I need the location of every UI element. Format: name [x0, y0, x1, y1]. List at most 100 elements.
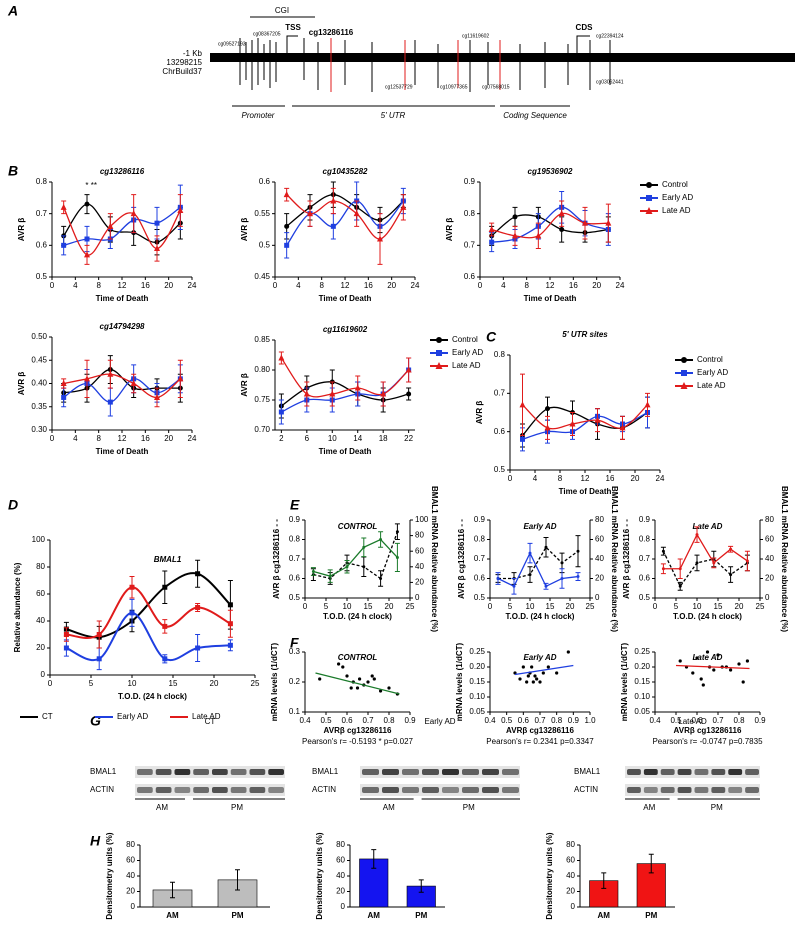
- x-tick-label: 18: [379, 434, 388, 443]
- marker: [661, 567, 665, 571]
- blot-title: Late AD: [678, 717, 707, 726]
- marker: [380, 390, 387, 397]
- x-tick-label: 24: [656, 474, 665, 483]
- y-tick-label: 20: [36, 643, 45, 652]
- marker: [84, 375, 90, 382]
- y-tick-label: 0.20: [634, 662, 650, 671]
- blot-band: [677, 769, 692, 775]
- marker: [329, 390, 336, 397]
- y2-tick-label: 80: [765, 515, 774, 524]
- error-bar: [601, 872, 607, 889]
- x-tick-label: 4: [501, 281, 506, 290]
- x-tick-label: 0.6: [341, 716, 353, 725]
- blot-band: [212, 787, 228, 793]
- stat-note: Pearson's r= -0.5193 * p=0.027: [302, 737, 413, 746]
- x-tick-label: 4: [73, 281, 78, 290]
- marker: [582, 219, 588, 226]
- blot-band: [137, 769, 153, 775]
- x-tick-label: 0: [50, 281, 55, 290]
- y-axis-title: AVR β cg13286116 - -: [622, 519, 631, 599]
- tss-label: TSS: [285, 23, 301, 32]
- blot-title: Early AD: [424, 717, 455, 726]
- point: [379, 689, 383, 693]
- marker: [678, 584, 682, 588]
- scale-label: -1 Kb: [183, 49, 203, 58]
- point: [345, 674, 349, 678]
- x-tick-label: 4: [296, 281, 301, 290]
- y2-tick-label: 60: [415, 546, 424, 555]
- marker: [379, 538, 383, 541]
- blot-strip: [625, 784, 760, 796]
- y-tick-label: 80: [566, 840, 575, 849]
- x-axis-title: T.O.D. (24 h clock): [673, 612, 742, 621]
- y-tick-label: 0.40: [31, 379, 47, 388]
- marker: [328, 574, 332, 578]
- marker: [353, 210, 360, 217]
- marker: [61, 242, 67, 248]
- y-axis-title: AVR β cg13286116 - -: [457, 519, 466, 599]
- legend-label: CT: [42, 712, 53, 721]
- x-tick-label: 5: [89, 679, 94, 688]
- marker: [107, 370, 114, 377]
- marker: [227, 642, 233, 648]
- marker: [544, 545, 548, 549]
- marker: [195, 605, 201, 610]
- y2-tick-label: 20: [415, 578, 424, 587]
- marker: [712, 561, 716, 565]
- y-tick-label: 80: [336, 840, 345, 849]
- y-tick-label: 40: [566, 871, 575, 880]
- x-tick-label: PM: [415, 911, 427, 920]
- blot-band: [482, 787, 499, 793]
- error-bar: [235, 869, 240, 891]
- point: [741, 680, 745, 684]
- panel-label: B: [8, 163, 18, 179]
- x-tick-label: 20: [735, 602, 744, 611]
- x-tick-label: 6: [305, 434, 310, 443]
- x-tick-label: 20: [631, 474, 640, 483]
- y-tick-label: 20: [126, 887, 135, 896]
- blot-band: [442, 769, 459, 775]
- point: [358, 677, 362, 681]
- x-axis-title: Time of Death: [96, 447, 149, 456]
- y-tick-label: 0.15: [469, 677, 485, 686]
- blot-row-label: BMAL1: [574, 767, 601, 776]
- y2-axis-title: BMAL1 mRNA Relative abundance (%): [780, 486, 789, 632]
- x-tick-label: 5: [674, 602, 679, 611]
- x-tick-label: 10: [128, 679, 137, 688]
- y-tick-label: 0.8: [474, 535, 486, 544]
- legend-label: Early AD: [697, 368, 728, 377]
- x-tick-label: 4: [533, 474, 538, 483]
- x-tick-label: 0.8: [551, 716, 563, 725]
- y-axis-title: AVR β: [475, 401, 484, 425]
- point: [533, 674, 537, 678]
- series-line: [63, 203, 181, 243]
- cds-label: CDS: [576, 23, 594, 32]
- y-tick-label: 0.75: [254, 395, 270, 404]
- marker: [436, 350, 442, 356]
- probe-label: cg03062441: [596, 79, 624, 85]
- y-tick-label: 0.8: [36, 177, 48, 186]
- group-label: AM: [643, 803, 655, 812]
- y-tick-label: 0.9: [464, 177, 476, 186]
- y-tick-label: 40: [336, 871, 345, 880]
- x-tick-label: 0: [273, 281, 278, 290]
- y-axis-title: AVR β: [240, 218, 249, 242]
- group-label: AM: [156, 803, 168, 812]
- point: [337, 662, 341, 666]
- blot-band: [174, 787, 191, 793]
- y-tick-label: 40: [126, 871, 135, 880]
- probe-label: cg08367205: [253, 31, 281, 37]
- point: [546, 665, 550, 669]
- blot-band: [482, 769, 499, 775]
- x-tick-label: 15: [169, 679, 178, 688]
- marker: [695, 561, 699, 565]
- y-tick-label: 0.5: [639, 593, 651, 602]
- x-tick-label: 0.4: [299, 716, 311, 725]
- blot-band: [627, 769, 641, 775]
- error-bar: [170, 881, 175, 899]
- marker: [311, 569, 315, 573]
- x-tick-label: AM: [368, 911, 381, 920]
- y-tick-label: 100: [32, 535, 46, 544]
- y-tick-label: 0.55: [254, 209, 270, 218]
- x-tick-label: 10: [328, 434, 337, 443]
